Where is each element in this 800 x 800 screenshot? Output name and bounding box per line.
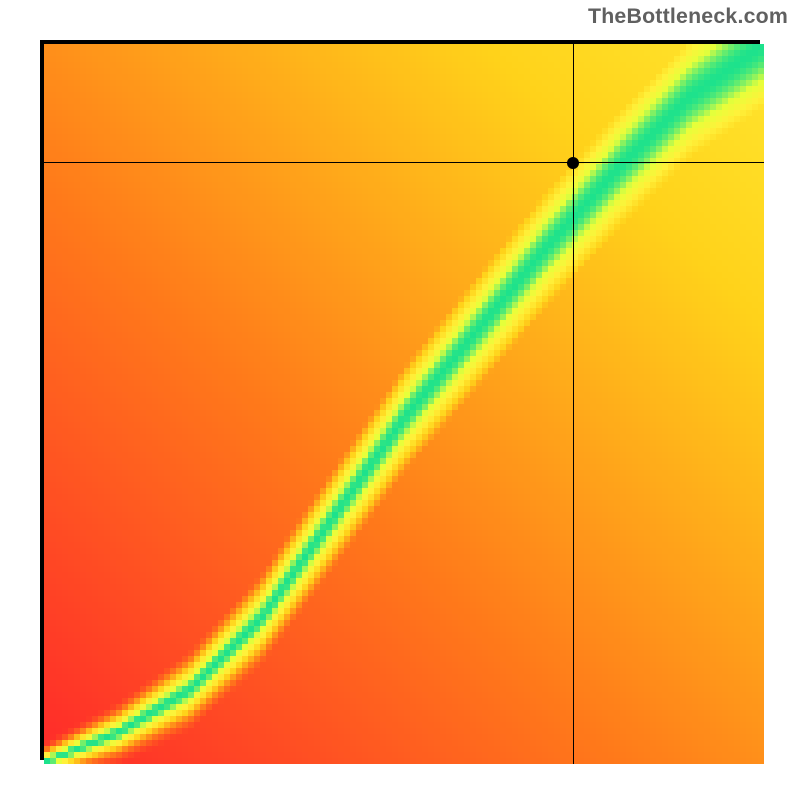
plot-area xyxy=(40,40,760,760)
bottleneck-heatmap xyxy=(44,44,764,764)
figure-container: TheBottleneck.com xyxy=(0,0,800,800)
crosshair-horizontal-line xyxy=(44,162,764,163)
crosshair-vertical-line xyxy=(573,44,574,764)
watermark-text: TheBottleneck.com xyxy=(588,4,788,29)
crosshair-marker-dot xyxy=(567,157,579,169)
